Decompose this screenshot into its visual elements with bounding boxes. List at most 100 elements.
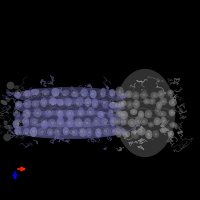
Ellipse shape xyxy=(115,87,124,96)
Ellipse shape xyxy=(79,129,86,137)
Ellipse shape xyxy=(51,121,54,125)
Ellipse shape xyxy=(3,120,8,125)
Ellipse shape xyxy=(140,92,148,99)
Ellipse shape xyxy=(100,118,108,124)
Ellipse shape xyxy=(47,129,53,135)
Ellipse shape xyxy=(124,119,126,122)
Ellipse shape xyxy=(74,118,82,127)
Ellipse shape xyxy=(97,130,100,134)
Ellipse shape xyxy=(34,102,37,106)
Ellipse shape xyxy=(49,98,57,105)
Ellipse shape xyxy=(143,98,150,104)
Ellipse shape xyxy=(23,91,31,97)
Ellipse shape xyxy=(65,130,68,133)
Ellipse shape xyxy=(121,101,124,105)
Ellipse shape xyxy=(133,100,140,109)
Ellipse shape xyxy=(132,110,135,113)
Ellipse shape xyxy=(120,101,126,107)
Ellipse shape xyxy=(168,131,174,137)
Ellipse shape xyxy=(169,91,172,94)
Ellipse shape xyxy=(135,103,138,106)
Ellipse shape xyxy=(14,92,21,98)
Ellipse shape xyxy=(97,111,104,118)
Ellipse shape xyxy=(171,101,174,104)
Ellipse shape xyxy=(57,111,63,118)
Ellipse shape xyxy=(24,120,28,123)
Ellipse shape xyxy=(49,131,52,134)
Ellipse shape xyxy=(125,133,128,136)
Ellipse shape xyxy=(72,129,78,136)
Ellipse shape xyxy=(151,92,158,99)
Ellipse shape xyxy=(63,127,69,135)
Ellipse shape xyxy=(33,108,42,117)
Ellipse shape xyxy=(120,113,123,116)
Ellipse shape xyxy=(121,111,128,119)
Ellipse shape xyxy=(109,89,115,97)
Ellipse shape xyxy=(51,103,54,106)
Ellipse shape xyxy=(47,119,56,127)
Ellipse shape xyxy=(100,113,103,116)
Ellipse shape xyxy=(90,90,97,98)
Ellipse shape xyxy=(161,112,164,115)
Ellipse shape xyxy=(57,117,64,125)
Ellipse shape xyxy=(153,131,159,138)
Ellipse shape xyxy=(14,122,125,139)
Ellipse shape xyxy=(100,88,106,98)
Ellipse shape xyxy=(14,119,20,124)
Ellipse shape xyxy=(89,111,92,114)
Ellipse shape xyxy=(0,100,7,105)
Ellipse shape xyxy=(142,120,145,123)
Ellipse shape xyxy=(120,120,124,124)
Ellipse shape xyxy=(135,117,141,126)
Ellipse shape xyxy=(154,133,157,136)
Ellipse shape xyxy=(127,93,130,96)
Ellipse shape xyxy=(161,117,167,125)
Ellipse shape xyxy=(52,88,59,97)
Ellipse shape xyxy=(16,122,20,126)
Ellipse shape xyxy=(137,127,146,135)
Ellipse shape xyxy=(132,91,139,100)
Ellipse shape xyxy=(162,119,165,122)
Ellipse shape xyxy=(87,107,94,115)
Ellipse shape xyxy=(7,82,15,89)
Ellipse shape xyxy=(76,97,83,107)
Ellipse shape xyxy=(118,112,121,115)
Ellipse shape xyxy=(156,120,159,123)
Ellipse shape xyxy=(14,99,125,116)
Ellipse shape xyxy=(54,129,60,136)
Ellipse shape xyxy=(126,101,133,109)
Ellipse shape xyxy=(37,128,44,135)
Ellipse shape xyxy=(121,131,124,134)
Ellipse shape xyxy=(134,133,136,136)
Ellipse shape xyxy=(58,110,61,114)
Ellipse shape xyxy=(35,92,38,96)
Ellipse shape xyxy=(78,121,81,125)
Ellipse shape xyxy=(128,119,136,127)
Ellipse shape xyxy=(68,121,71,125)
Ellipse shape xyxy=(92,98,98,108)
Ellipse shape xyxy=(3,133,11,141)
Ellipse shape xyxy=(104,129,107,133)
Ellipse shape xyxy=(131,129,139,139)
Ellipse shape xyxy=(44,110,52,117)
Ellipse shape xyxy=(95,119,98,123)
Ellipse shape xyxy=(24,99,31,108)
Ellipse shape xyxy=(104,121,107,125)
Ellipse shape xyxy=(140,130,143,133)
Ellipse shape xyxy=(14,110,125,127)
Ellipse shape xyxy=(41,120,48,129)
Ellipse shape xyxy=(94,103,97,106)
Ellipse shape xyxy=(145,110,152,118)
Ellipse shape xyxy=(103,128,111,136)
Ellipse shape xyxy=(30,118,38,124)
Ellipse shape xyxy=(80,130,83,133)
Ellipse shape xyxy=(85,121,89,125)
Ellipse shape xyxy=(118,102,124,108)
Ellipse shape xyxy=(118,112,124,118)
Ellipse shape xyxy=(130,109,137,115)
Ellipse shape xyxy=(112,129,115,133)
Ellipse shape xyxy=(32,101,39,107)
Ellipse shape xyxy=(94,117,101,125)
Ellipse shape xyxy=(125,91,132,98)
Ellipse shape xyxy=(147,133,150,136)
